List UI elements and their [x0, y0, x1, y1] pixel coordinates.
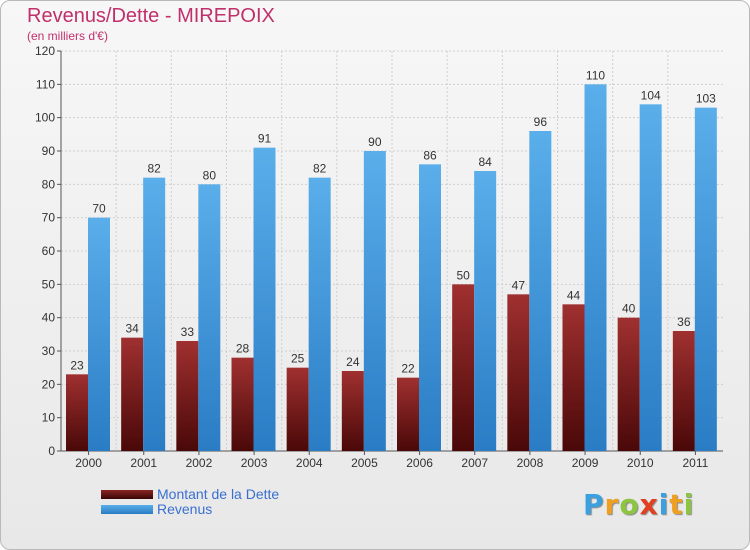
logo-letter: x [639, 488, 659, 521]
bar-dette [617, 317, 640, 451]
y-tick-label: 110 [36, 77, 55, 91]
bar-dette [452, 284, 475, 451]
data-label-revenus: 90 [368, 135, 382, 149]
bars [66, 84, 717, 452]
x-tick-label: 2000 [75, 456, 102, 470]
x-tick-label: 2002 [186, 456, 213, 470]
axes: 0 10 20 30 40 50 60 70 80 90 100 110 120 2000 2001 2002… [35, 44, 723, 470]
chart-subtitle: (en milliers d'€) [27, 29, 108, 43]
bar-dette [397, 377, 419, 451]
x-tick-label: 2004 [296, 456, 323, 470]
bar-dette [562, 304, 585, 451]
bar-revenus [198, 184, 221, 452]
y-tick-label: 120 [35, 44, 55, 58]
data-labels: 23 70 34 82 33 80 28 91 25 82 24 90 22 86 50 84 47 96 44 11… [70, 68, 716, 375]
logo-letter: P [583, 488, 605, 521]
data-label-revenus: 82 [147, 162, 161, 176]
bar-revenus [529, 131, 552, 451]
y-tick-label: 90 [42, 144, 56, 158]
x-tick-label: 2001 [130, 456, 157, 470]
data-label-revenus: 110 [586, 68, 605, 82]
y-tick-label: 80 [42, 177, 56, 191]
legend-swatch-debt [101, 490, 153, 499]
bar-revenus [88, 217, 110, 451]
logo-letter: r [604, 488, 620, 521]
bar-dette [66, 374, 88, 451]
bar-revenus [363, 151, 386, 451]
legend-label-debt: Montant de la Dette [157, 486, 280, 502]
y-tick-label: 30 [42, 344, 56, 358]
data-label-revenus: 70 [92, 202, 106, 216]
x-tick-label: 2005 [351, 456, 378, 470]
chart-title: Revenus/Dette - MIREPOIX [27, 5, 275, 27]
data-label-dette: 23 [70, 358, 84, 372]
data-label-revenus: 84 [478, 155, 492, 169]
data-label-dette: 25 [291, 352, 305, 366]
y-tick-label: 50 [42, 277, 56, 291]
data-label-revenus: 104 [641, 88, 661, 102]
bar-revenus [639, 104, 662, 451]
x-tick-label: 2011 [683, 456, 709, 470]
bar-revenus [419, 164, 441, 452]
bar-revenus [474, 171, 497, 451]
x-tick-label: 2010 [627, 456, 654, 470]
data-label-dette: 24 [346, 355, 360, 369]
y-tick-label: 70 [42, 211, 56, 225]
legend-label-revenus: Revenus [157, 501, 213, 517]
data-label-dette: 50 [456, 268, 470, 282]
y-tick-label: 60 [42, 244, 56, 258]
data-label-revenus: 96 [534, 115, 548, 129]
bar-dette [121, 337, 144, 451]
bar-dette [672, 331, 695, 451]
bar-dette [507, 294, 530, 451]
data-label-dette: 47 [512, 278, 526, 292]
data-label-revenus: 103 [696, 92, 716, 106]
data-label-dette: 44 [567, 288, 581, 302]
data-label-dette: 34 [125, 322, 139, 336]
data-label-revenus: 80 [203, 168, 217, 182]
bar-revenus [584, 84, 607, 451]
bar-dette [341, 371, 364, 451]
y-tick-label: 40 [42, 311, 56, 325]
grid [61, 50, 723, 452]
data-label-dette: 40 [622, 302, 636, 316]
bar-revenus [143, 177, 166, 451]
legend-swatch-revenus [101, 505, 153, 514]
bar-revenus [308, 177, 331, 451]
x-tick-label: 2003 [241, 456, 268, 470]
x-tick-label: 2007 [461, 456, 488, 470]
logo-letter: i [683, 488, 695, 521]
y-tick-label: 20 [42, 377, 56, 391]
data-label-revenus: 86 [423, 148, 437, 162]
logo-letter: i [658, 488, 670, 521]
bar-revenus [253, 147, 276, 451]
logo-letter: o [619, 488, 640, 521]
x-tick-label: 2006 [406, 456, 433, 470]
bar-dette [176, 341, 199, 451]
data-label-revenus: 91 [258, 132, 272, 146]
logo-letter: t [669, 488, 684, 521]
data-label-dette: 28 [236, 342, 250, 356]
data-label-dette: 36 [677, 315, 691, 329]
data-label-dette: 22 [401, 362, 415, 376]
y-tick-label: 10 [42, 411, 56, 425]
data-label-dette: 33 [181, 325, 195, 339]
y-tick-label: 100 [35, 111, 55, 125]
proxiti-logo: Proxiti [583, 488, 694, 521]
bar-dette [231, 357, 254, 451]
x-tick-label: 2009 [572, 456, 599, 470]
bar-dette [286, 367, 309, 451]
y-tick-label: 0 [48, 444, 55, 458]
bar-revenus [694, 107, 717, 452]
x-tick-label: 2008 [517, 456, 544, 470]
data-label-revenus: 82 [313, 162, 327, 176]
